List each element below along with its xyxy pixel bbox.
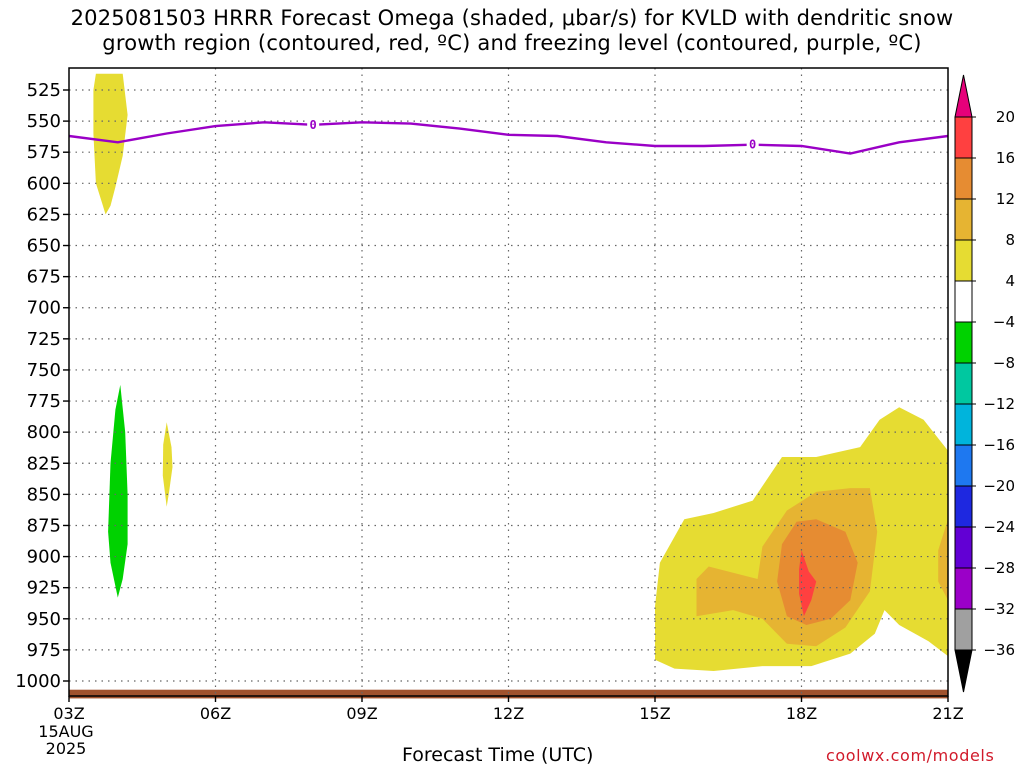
omega-region-2 <box>162 422 173 507</box>
colorbar-swatch <box>954 280 973 323</box>
colorbar-swatch <box>954 321 973 364</box>
x-tick-date: 15AUG <box>38 722 93 741</box>
omega-shading-layer <box>93 73 948 671</box>
y-tick-label: 700 <box>27 298 61 319</box>
omega-region-0 <box>93 73 128 215</box>
ground-band <box>69 689 948 699</box>
colorbar-swatch <box>954 526 973 569</box>
colorbar-swatch <box>954 362 973 405</box>
omega-region-1 <box>108 384 128 598</box>
colorbar-tick-label: −8 <box>993 354 1015 372</box>
freezing-level-line <box>68 121 949 155</box>
y-tick-label: 875 <box>27 515 61 536</box>
colorbar-tick-label: 16 <box>996 149 1015 167</box>
y-tick-label: 850 <box>27 484 61 505</box>
colorbar-tick-label: −4 <box>993 313 1015 331</box>
colorbar-tick-label: 20 <box>996 108 1015 126</box>
omega-region-6 <box>777 519 858 625</box>
chart-title: 2025081503 HRRR Forecast Omega (shaded, … <box>0 6 1024 56</box>
colorbar-tick-label: −24 <box>983 518 1015 536</box>
x-axis-label: Forecast Time (UTC) <box>402 744 594 766</box>
colorbar-tick-label: −16 <box>983 436 1015 454</box>
colorbar-swatch <box>954 485 973 528</box>
colorbar-tick-label: −12 <box>983 395 1015 413</box>
y-tick-label: 550 <box>27 111 61 132</box>
y-tick-label: 575 <box>27 142 61 163</box>
contour-label: 0 <box>749 138 756 152</box>
y-tick-label: 650 <box>27 236 61 257</box>
credit-link[interactable]: coolwx.com/models <box>826 746 995 765</box>
colorbar-tick-label: 4 <box>1005 272 1015 290</box>
colorbar-swatch <box>954 403 973 446</box>
ground-layer <box>69 689 948 699</box>
freezing-level-layer: 00 <box>68 117 949 155</box>
contour-label-bg <box>746 137 759 152</box>
colorbar: −36 −32 −28 −24 −20 −16 −12 −8 −4 4 8 12 16 20 <box>954 74 1015 693</box>
y-tick-label: 600 <box>27 173 61 194</box>
contour-label: 0 <box>310 118 317 132</box>
y-tick-label: 800 <box>27 422 61 443</box>
colorbar-over-arrow <box>954 74 973 118</box>
colorbar-tick-label: 8 <box>1005 231 1015 249</box>
x-tick-label: 03Z <box>53 704 84 723</box>
x-tick-label: 15Z <box>639 704 670 723</box>
x-tick-label: 21Z <box>932 704 963 723</box>
omega-region-7 <box>799 550 817 617</box>
colorbar-tick-label: −20 <box>983 477 1015 495</box>
y-tick-label: 975 <box>27 640 61 661</box>
chart-title-line1: 2025081503 HRRR Forecast Omega (shaded, … <box>70 6 954 30</box>
colorbar-swatch <box>954 444 973 487</box>
y-tick-label: 825 <box>27 453 61 474</box>
colorbar-under-arrow <box>954 649 973 693</box>
y-tick-label: 525 <box>27 80 61 101</box>
x-tick-label: 09Z <box>346 704 377 723</box>
grid-layer <box>69 68 948 696</box>
chart-title-line2: growth region (contoured, red, ºC) and f… <box>102 31 922 55</box>
colorbar-tick-label: −32 <box>983 600 1015 618</box>
colorbar-tick-label: −36 <box>983 641 1015 659</box>
colorbar-swatch <box>954 608 973 651</box>
colorbar-swatch <box>954 239 973 282</box>
colorbar-swatch <box>954 116 973 159</box>
omega-region-5 <box>938 519 948 601</box>
y-tick-label: 675 <box>27 267 61 288</box>
y-tick-label: 625 <box>27 204 61 225</box>
contour-label-bg <box>307 117 320 132</box>
x-tick-year: 2025 <box>46 739 87 758</box>
colorbar-tick-label: 12 <box>996 190 1015 208</box>
y-tick-label: 950 <box>27 609 61 630</box>
y-axis: 525 550 575 600 625 650 675 700 725 750 775 800 825 8… <box>15 80 69 692</box>
y-tick-label: 725 <box>27 329 61 350</box>
y-tick-label: 775 <box>27 391 61 412</box>
x-tick-label: 06Z <box>200 704 231 723</box>
colorbar-swatch <box>954 157 973 200</box>
x-tick-label: 12Z <box>493 704 524 723</box>
y-tick-label: 1000 <box>15 671 61 692</box>
y-tick-label: 750 <box>27 360 61 381</box>
y-tick-label: 925 <box>27 578 61 599</box>
colorbar-swatch <box>954 567 973 610</box>
colorbar-swatch <box>954 198 973 241</box>
x-tick-label: 18Z <box>786 704 817 723</box>
y-tick-label: 900 <box>27 547 61 568</box>
colorbar-tick-label: −28 <box>983 559 1015 577</box>
